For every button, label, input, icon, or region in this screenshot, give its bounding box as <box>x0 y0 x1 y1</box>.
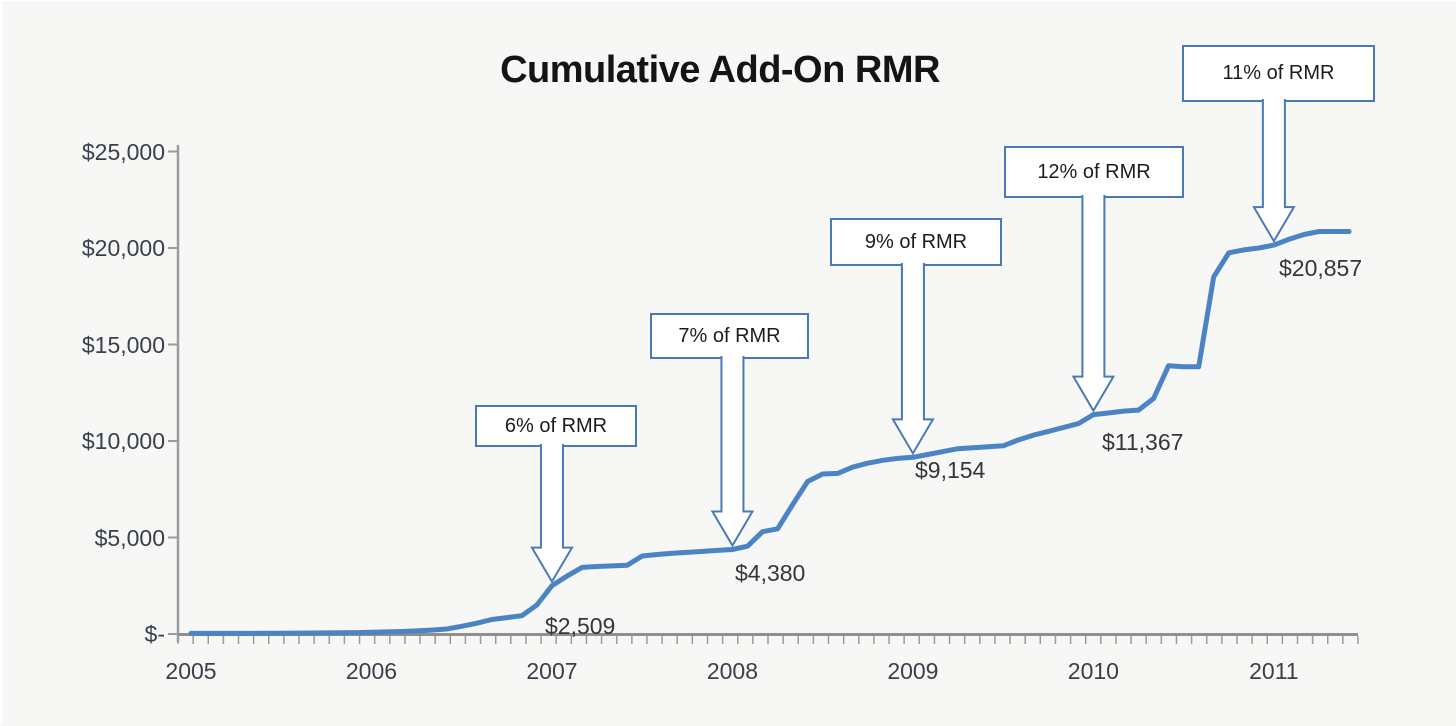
callout-arrow <box>1252 99 1296 244</box>
chart-title: Cumulative Add-On RMR <box>500 49 940 91</box>
x-axis-tick-label: 2006 <box>345 658 398 684</box>
y-axis-tick-label: $5,000 <box>94 524 165 551</box>
callout-arrow <box>710 356 755 548</box>
y-axis-tick-label: $- <box>144 621 165 647</box>
x-axis-tick-label: 2008 <box>706 658 759 684</box>
callout-arrow <box>530 444 574 584</box>
callout-box: 9% of RMR <box>830 218 1002 266</box>
data-point-label: $2,509 <box>545 613 616 639</box>
callout-arrow <box>1071 195 1116 413</box>
callout-box: 7% of RMR <box>650 313 809 359</box>
x-axis-tick-label: 2011 <box>1249 658 1299 684</box>
callout-arrow <box>891 263 935 456</box>
data-point-label: $9,154 <box>915 457 986 483</box>
x-axis-tick-label: 2010 <box>1067 658 1119 684</box>
y-axis-tick-label: $10,000 <box>81 428 165 454</box>
data-point-label: $11,367 <box>1102 429 1184 455</box>
y-axis-tick-label: $25,000 <box>81 138 165 165</box>
data-point-label: $4,380 <box>735 560 806 586</box>
x-axis-tick-label: 2005 <box>165 658 217 684</box>
y-axis-tick-label: $15,000 <box>81 331 165 358</box>
callout-box: 12% of RMR <box>1004 146 1184 198</box>
y-axis-tick-label: $20,000 <box>81 235 165 261</box>
data-point-label: $20,857 <box>1279 255 1363 281</box>
x-axis-tick-label: 2009 <box>887 658 939 684</box>
callout-box: 6% of RMR <box>475 405 637 447</box>
x-axis-tick-label: 2007 <box>526 658 578 684</box>
callout-box: 11% of RMR <box>1182 45 1375 102</box>
